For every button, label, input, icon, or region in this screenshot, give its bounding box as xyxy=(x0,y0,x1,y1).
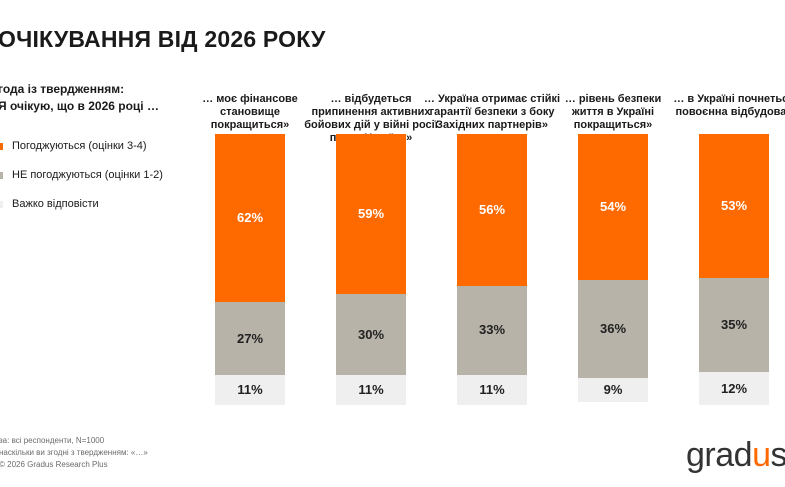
category-label-line: … Україна отримає стійкі xyxy=(423,93,561,105)
category-label-line: гарантії безпеки з боку xyxy=(429,106,555,118)
bar-segment-agree xyxy=(457,134,527,286)
question-text: года із твердженням: Я очікую, що в 2026… xyxy=(0,81,159,115)
data-label-agree: 53% xyxy=(720,197,748,213)
data-label-hard: 11% xyxy=(479,382,505,398)
legend-label-agree: Погоджуються (оцінки 3-4) xyxy=(12,140,147,152)
bar-segment-disagree xyxy=(699,277,769,373)
data-label-hard: 11% xyxy=(237,382,263,398)
data-label-hard: 12% xyxy=(720,380,748,396)
category-label-line: … моє фінансове xyxy=(202,93,298,105)
data-label-disagree: 27% xyxy=(236,330,264,346)
bar-segment-hard xyxy=(215,375,285,405)
category-label: … в Україні почнеться повоєнна відбудова» xyxy=(664,93,785,119)
category-label-line: бойових дій у війні росії xyxy=(304,119,438,131)
data-label-agree: 62% xyxy=(236,210,264,225)
chart-legend: Погоджуються (оцінки 3-4) НЕ погоджуютьс… xyxy=(0,139,163,226)
question-line-1: года із твердженням: xyxy=(0,82,125,96)
category-label: … моє фінансове становище покращиться» xyxy=(180,93,320,132)
footnotes: за: всі респонденти, N=1000 наскільки ви… xyxy=(0,435,148,471)
category-label: … рівень безпеки життя в Україні покращить… xyxy=(543,93,683,132)
data-label-disagree: 30% xyxy=(357,326,385,342)
logo-text-part1: grad xyxy=(686,436,753,474)
category-label-line: становище xyxy=(220,106,280,118)
bar-segment-hard xyxy=(457,375,527,405)
page-title: ОЧІКУВАННЯ ВІД 2026 РОКУ xyxy=(0,26,326,52)
bar-segment-hard xyxy=(699,372,769,405)
category-label-line: … відбудеться xyxy=(330,93,412,105)
data-label-agree: 59% xyxy=(357,205,385,221)
bar-segment-agree xyxy=(578,134,648,281)
bar-segment-agree xyxy=(336,134,406,294)
data-label-agree: 54% xyxy=(599,199,627,215)
data-label-disagree: 33% xyxy=(478,322,506,338)
logo-text-accent: u xyxy=(752,436,771,474)
bar-segment-disagree xyxy=(578,280,648,378)
gradus-logo: gradus xyxy=(686,436,785,475)
legend-swatch-agree xyxy=(0,142,3,150)
legend-label-hard: Важко відповісти xyxy=(12,198,99,210)
footnote-question: наскільки ви згодні з твердженням: «…» xyxy=(0,448,148,457)
footnote-base: за: всі респонденти, N=1000 xyxy=(0,436,105,445)
bar-segment-hard xyxy=(578,377,648,403)
bar-segment-agree xyxy=(699,134,769,278)
bar-segment-hard xyxy=(336,375,406,405)
question-line-2: Я очікую, що в 2026 році … xyxy=(0,99,159,113)
data-label-disagree: 36% xyxy=(599,321,627,337)
category-label-line: … рівень безпеки xyxy=(564,93,662,105)
legend-swatch-hard xyxy=(0,200,3,208)
category-label: … Україна отримає стійкі гарантії безпеки… xyxy=(422,93,562,132)
category-label-line: життя в Україні xyxy=(571,106,655,118)
bar-segment-disagree xyxy=(457,285,527,376)
legend-swatch-disagree xyxy=(0,171,3,179)
legend-item-disagree: НЕ погоджуються (оцінки 1-2) xyxy=(0,168,163,182)
legend-item-hard: Важко відповісти xyxy=(0,197,163,211)
footnote-copyright: © 2026 Gradus Research Plus xyxy=(0,460,108,469)
logo-text-part2: s xyxy=(770,436,785,474)
legend-item-agree: Погоджуються (оцінки 3-4) xyxy=(0,139,163,153)
data-label-agree: 56% xyxy=(478,201,506,217)
category-label-line: покращиться» xyxy=(210,119,290,131)
data-label-disagree: 35% xyxy=(720,317,748,333)
category-label-line: повоєнна відбудова» xyxy=(675,106,785,118)
category-label-line: Західних партнерів» xyxy=(436,119,548,131)
data-label-hard: 9% xyxy=(603,382,623,398)
legend-label-disagree: НЕ погоджуються (оцінки 1-2) xyxy=(12,169,163,181)
bar-segment-agree xyxy=(215,134,285,303)
data-label-hard: 11% xyxy=(358,382,384,398)
category-label-line: … в Україні почнеться xyxy=(673,93,785,105)
bar-segment-disagree xyxy=(215,302,285,376)
category-label-line: покращиться» xyxy=(573,119,653,131)
bar-segment-disagree xyxy=(336,293,406,376)
category-label-line: припинення активних xyxy=(311,106,431,118)
